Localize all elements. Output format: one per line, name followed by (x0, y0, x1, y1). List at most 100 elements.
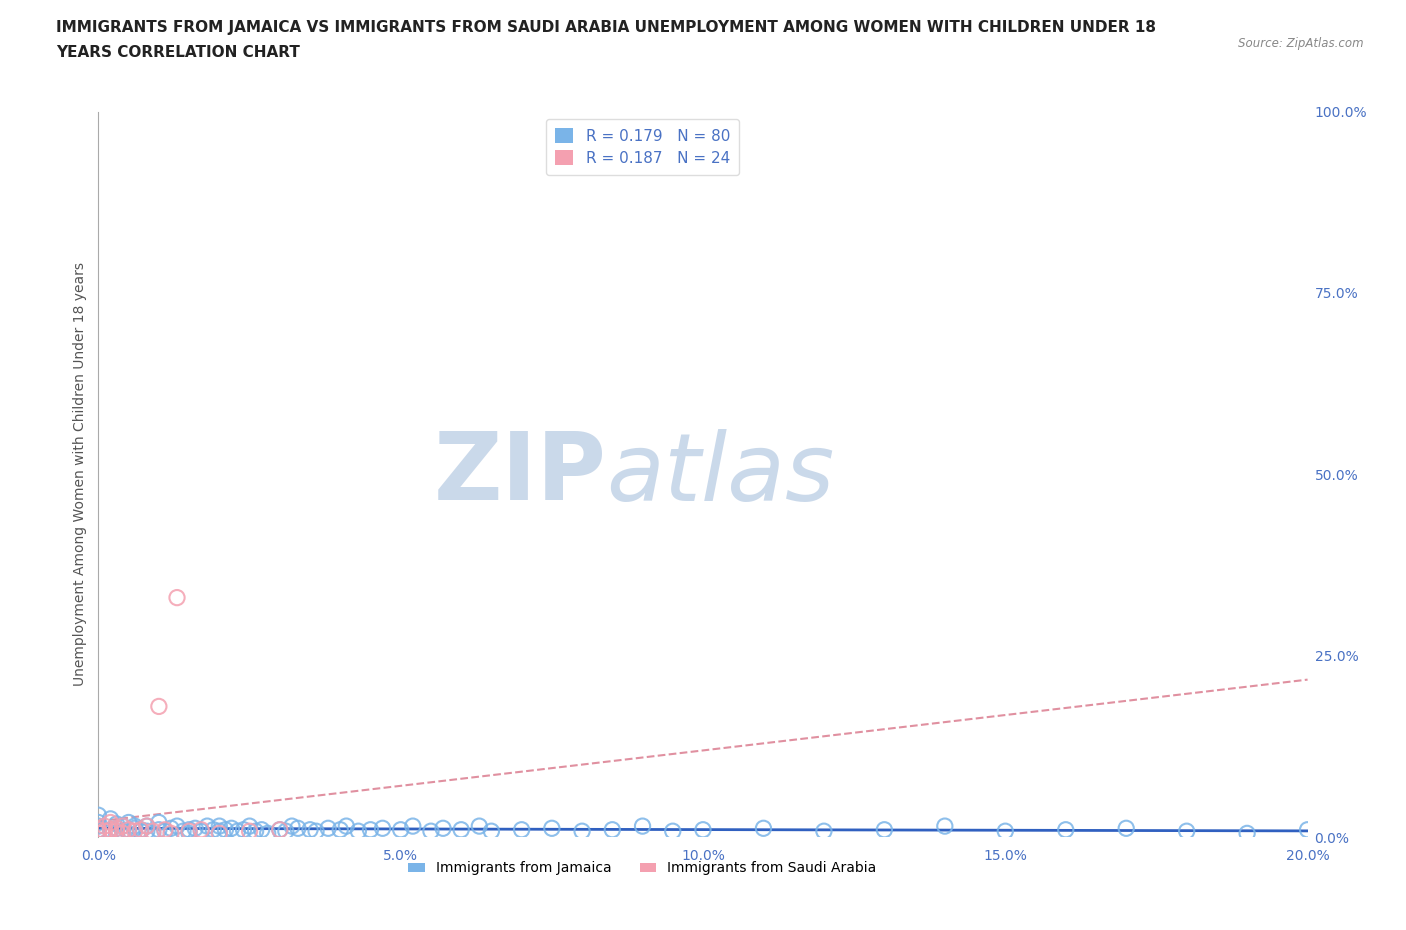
Point (129, 824, 152, 839)
Point (184, 821, 207, 836)
Point (329, 822, 352, 837)
Point (179, 826, 201, 841)
Point (87, 826, 110, 841)
Point (118, 826, 141, 841)
Point (873, 822, 896, 837)
Point (692, 822, 714, 837)
Point (221, 821, 243, 836)
Point (105, 821, 128, 836)
Point (1175, 824, 1198, 839)
Point (111, 826, 134, 841)
Point (179, 824, 201, 839)
Point (87, 822, 110, 837)
Point (994, 824, 1017, 839)
Point (299, 822, 322, 837)
Point (316, 821, 339, 836)
Point (208, 824, 231, 839)
Point (1054, 822, 1077, 837)
Point (571, 824, 593, 839)
Point (190, 822, 212, 837)
Text: Source: ZipAtlas.com: Source: ZipAtlas.com (1239, 37, 1364, 50)
Point (124, 818, 146, 833)
Point (166, 818, 188, 833)
Text: YEARS CORRELATION CHART: YEARS CORRELATION CHART (56, 45, 299, 60)
Point (631, 818, 654, 833)
Point (256, 826, 278, 841)
Point (432, 821, 454, 836)
Point (232, 822, 254, 837)
Point (420, 824, 443, 839)
Point (287, 821, 309, 836)
Point (135, 818, 157, 833)
Point (281, 818, 304, 833)
Point (105, 817, 128, 831)
Point (172, 824, 194, 839)
Point (111, 818, 134, 833)
Point (148, 822, 170, 837)
Point (111, 824, 134, 839)
Point (129, 822, 152, 837)
Point (1115, 821, 1137, 836)
Point (124, 821, 146, 836)
Point (245, 824, 267, 839)
Point (153, 822, 176, 837)
Point (250, 822, 273, 837)
Point (87, 824, 110, 839)
Legend: Immigrants from Jamaica, Immigrants from Saudi Arabia: Immigrants from Jamaica, Immigrants from… (404, 856, 882, 881)
Text: atlas: atlas (606, 429, 835, 520)
Point (661, 824, 683, 839)
Point (100, 822, 122, 837)
Point (540, 821, 562, 836)
Y-axis label: Unemployment Among Women with Children Under 18 years: Unemployment Among Women with Children U… (73, 262, 87, 686)
Point (87, 815, 110, 830)
Point (602, 822, 624, 837)
Point (105, 821, 128, 836)
Point (160, 826, 183, 841)
Point (269, 822, 291, 837)
Point (195, 818, 218, 833)
Point (87, 818, 110, 833)
Text: ZIP: ZIP (433, 429, 606, 520)
Point (135, 818, 157, 833)
Point (1236, 826, 1258, 841)
Point (179, 822, 201, 837)
Point (135, 824, 157, 839)
Point (142, 824, 165, 839)
Point (269, 822, 291, 837)
Point (239, 818, 262, 833)
Point (360, 822, 382, 837)
Point (402, 818, 425, 833)
Point (148, 699, 170, 714)
Point (934, 818, 956, 833)
Point (153, 824, 176, 839)
Point (347, 824, 370, 839)
Point (208, 826, 231, 841)
Point (752, 821, 775, 836)
Point (111, 818, 134, 833)
Point (305, 824, 328, 839)
Point (510, 822, 533, 837)
Point (105, 824, 128, 839)
Point (118, 822, 141, 837)
Point (239, 824, 262, 839)
Point (450, 822, 472, 837)
Point (371, 821, 394, 836)
Point (118, 822, 141, 837)
Point (100, 822, 122, 837)
Point (93, 818, 115, 833)
Point (1296, 822, 1319, 837)
Text: IMMIGRANTS FROM JAMAICA VS IMMIGRANTS FROM SAUDI ARABIA UNEMPLOYMENT AMONG WOMEN: IMMIGRANTS FROM JAMAICA VS IMMIGRANTS FR… (56, 20, 1156, 35)
Point (124, 824, 146, 839)
Point (226, 824, 249, 839)
Point (208, 818, 231, 833)
Point (468, 818, 491, 833)
Point (190, 824, 212, 839)
Point (142, 826, 165, 841)
Point (214, 822, 236, 837)
Point (100, 811, 122, 827)
Point (93, 824, 115, 839)
Point (202, 822, 225, 837)
Point (274, 824, 297, 839)
Point (87, 822, 110, 837)
Point (129, 822, 152, 837)
